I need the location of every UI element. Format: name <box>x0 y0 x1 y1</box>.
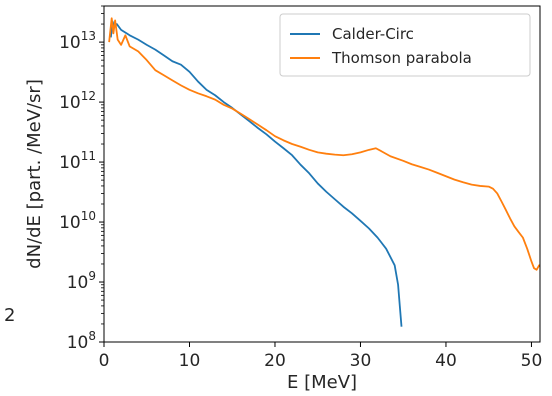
legend-label: Thomson parabola <box>331 49 472 67</box>
y-tick-label: 1011 <box>59 149 96 173</box>
legend-label: Calder-Circ <box>332 25 414 43</box>
x-axis-label: E [MeV] <box>287 372 357 393</box>
y-tick-label: 108 <box>67 329 96 353</box>
y-axis-label: dN/dE [part. /MeV/sr] <box>24 79 45 269</box>
x-tick-label: 30 <box>350 351 372 371</box>
legend: Calder-Circ Thomson parabola <box>279 13 531 77</box>
tick-marks: 0 10 20 30 40 50 108 109 1010 1011 1012 1013 <box>59 5 543 371</box>
plot-area <box>108 17 540 327</box>
axis-labels: E [MeV] dN/dE [part. /MeV/sr] <box>24 79 357 393</box>
legend-box <box>279 13 531 77</box>
y-tick-label: 109 <box>67 269 96 293</box>
x-tick-label: 0 <box>99 351 110 371</box>
y-tick-label: 1012 <box>59 89 96 113</box>
y-tick-label: 1010 <box>59 209 96 233</box>
x-tick-label: 20 <box>264 351 286 371</box>
axes <box>103 5 541 343</box>
stray-text: 2 <box>4 305 15 326</box>
series-line-thomson-parabola <box>108 17 540 271</box>
y-tick-label: 1013 <box>59 29 96 53</box>
x-tick-label: 40 <box>435 351 457 371</box>
x-tick-label: 10 <box>179 351 201 371</box>
series-line-calder-circ <box>109 20 403 327</box>
axes-frame <box>103 5 541 343</box>
x-tick-label: 50 <box>521 351 543 371</box>
